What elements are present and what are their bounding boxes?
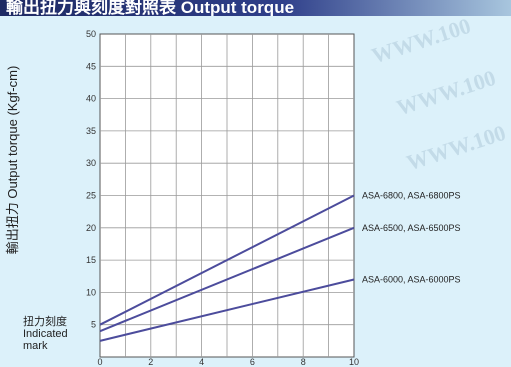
x-tick-label: 10 [349,357,359,367]
series-labels: ASA-6800, ASA-6800PS ASA-6500, ASA-6500PS… [362,191,461,285]
header-title: 輸出扭力與刻度對照表 Output torque [6,0,295,16]
header-bar: 輸出扭力與刻度對照表 Output torque [0,0,511,16]
y-tick-label: 30 [86,158,96,168]
x-tick-label: 0 [97,357,102,367]
y-axis-label: 輸出扭力 Output torque (Kgf-cm) [5,65,20,255]
y-tick-label: 45 [86,61,96,71]
series-label: ASA-6800, ASA-6800PS [362,191,461,201]
y-tick-label: 15 [86,255,96,265]
series-label: ASA-6000, ASA-6000PS [362,274,461,284]
series-layer [99,194,355,342]
indicated-mark-en-1: Indicated [23,328,68,340]
indicated-mark-en-2: mark [23,340,48,352]
y-tick-label: 5 [91,320,96,330]
y-tick-label: 40 [86,94,96,104]
indicated-mark-zh: 扭力刻度 [23,316,67,328]
series-line [99,226,355,333]
tick-labels: 0 2 4 6 8 10 5 10 15 20 25 30 35 40 45 50 [86,29,359,367]
y-tick-label: 35 [86,126,96,136]
x-tick-label: 6 [250,357,255,367]
x-tick-label: 8 [301,357,306,367]
x-tick-label: 4 [199,357,204,367]
series-label: ASA-6500, ASA-6500PS [362,223,461,233]
y-tick-label: 25 [86,191,96,201]
y-tick-label: 20 [86,223,96,233]
y-tick-label: 50 [86,29,96,39]
x-tick-label: 2 [148,357,153,367]
series-line [99,278,355,342]
indicated-mark-label: 扭力刻度 Indicated mark [23,316,68,352]
series-line [99,194,355,326]
y-tick-label: 10 [86,287,96,297]
